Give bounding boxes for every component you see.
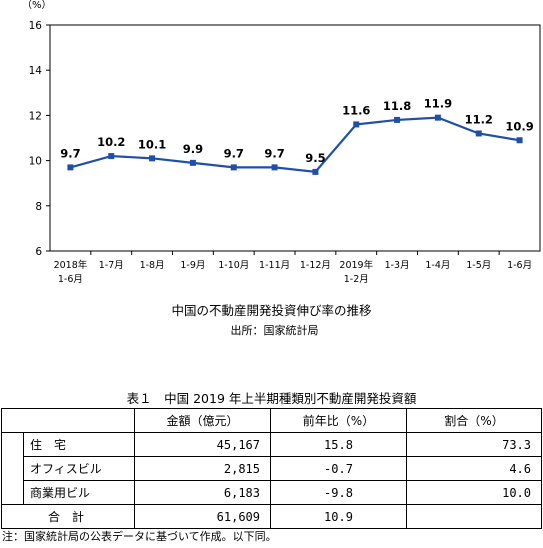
total-share: [406, 504, 542, 529]
data-label: 11.8: [383, 99, 411, 113]
x-tick-label: 1-4月: [425, 260, 450, 271]
row-name: オフィスビル: [23, 456, 135, 481]
x-tick-label: 1-12月: [300, 260, 331, 271]
row-share: 10.0: [406, 480, 542, 505]
row-name: 商業用ビル: [23, 480, 135, 505]
x-tick-label: 1-7月: [99, 260, 124, 271]
header-yoy: 前年比（%）: [270, 408, 407, 433]
indent-cell: [1, 480, 24, 505]
y-tick-label: 12: [29, 110, 42, 122]
y-axis-unit-label: （%）: [22, 0, 52, 11]
table-header-row: 金額（億元） 前年比（%） 割合（%）: [1, 408, 542, 433]
data-point: [271, 164, 278, 171]
y-tick-label: 14: [29, 65, 43, 77]
data-label: 11.9: [424, 97, 452, 111]
row-share: 73.3: [406, 432, 542, 457]
x-tick-label: 1-8月: [140, 260, 165, 271]
data-label: 9.9: [183, 142, 203, 156]
data-point: [108, 153, 115, 160]
row-amount: 6,183: [134, 480, 271, 505]
table-row: 商業用ビル 6,183 -9.8 10.0: [1, 480, 542, 505]
x-tick-label: 2018年 1-6月: [54, 259, 88, 285]
data-label: 9.5: [305, 151, 325, 165]
x-tick-label: 1-3月: [385, 260, 410, 271]
x-tick-label: 1-5月: [466, 260, 491, 271]
data-label: 10.2: [97, 135, 125, 149]
x-tick-label: 1-11月: [259, 260, 290, 271]
data-point: [475, 130, 482, 137]
row-yoy: -0.7: [270, 456, 407, 481]
table-title: 表１ 中国 2019 年上半期種類別不動産開発投資額: [126, 391, 417, 406]
data-label: 11.2: [465, 112, 493, 126]
y-tick-label: 6: [35, 246, 42, 258]
data-point: [434, 114, 441, 121]
chart-source: 出所：国家統計局: [230, 324, 319, 337]
data-point: [149, 155, 156, 162]
data-point: [394, 116, 401, 123]
table-total-row: 合 計 61,609 10.9: [1, 504, 542, 529]
table-row: オフィスビル 2,815 -0.7 4.6: [1, 456, 542, 481]
total-amount: 61,609: [134, 504, 271, 529]
x-tick-label: 2019年 1-2月: [339, 259, 373, 285]
row-name: 住 宅: [23, 432, 135, 457]
total-name: 合 計: [1, 504, 135, 529]
indent-cell: [1, 456, 24, 481]
row-yoy: -9.8: [270, 480, 407, 505]
data-point: [230, 164, 237, 171]
data-label: 11.6: [342, 103, 370, 117]
data-label: 9.7: [264, 146, 284, 160]
row-share: 4.6: [406, 456, 542, 481]
y-tick-label: 8: [35, 201, 42, 213]
line-chart: （%） 6 8 10 12 14 16 2018年 1-6月 1-7月 1-8月 1-9月 1-10月 1…: [22, 0, 541, 285]
data-point: [516, 137, 523, 144]
header-share: 割合（%）: [406, 408, 542, 433]
row-amount: 2,815: [134, 456, 271, 481]
x-tick-label: 1-9月: [180, 260, 205, 271]
data-label: 10.1: [138, 137, 166, 151]
data-point: [67, 164, 74, 171]
data-label: 9.7: [224, 146, 244, 160]
data-point: [312, 168, 319, 175]
row-yoy: 15.8: [270, 432, 407, 457]
x-tick-label: 1-6月: [507, 260, 532, 271]
total-yoy: 10.9: [270, 504, 407, 529]
table-row: 住 宅 45,167 15.8 73.3: [1, 432, 542, 457]
x-tick-label: 1-10月: [218, 260, 249, 271]
data-label: 10.9: [505, 119, 533, 133]
y-tick-label: 10: [29, 156, 42, 168]
row-amount: 45,167: [134, 432, 271, 457]
chart-title: 中国の不動産開発投資伸び率の推移: [171, 303, 372, 318]
investment-table: 金額（億元） 前年比（%） 割合（%） 住 宅 45,167 15.8 73.3…: [1, 408, 542, 529]
table-corner-cell: [1, 408, 135, 433]
footnote: 注：国家統計局の公表データに基づいて作成。以下同。: [2, 530, 277, 543]
indent-cell: [1, 432, 24, 457]
data-point: [353, 121, 360, 128]
header-amount: 金額（億元）: [134, 408, 271, 433]
y-tick-label: 16: [29, 20, 43, 32]
data-label: 9.7: [60, 146, 80, 160]
series-line: [70, 116, 520, 174]
data-point: [189, 159, 196, 166]
